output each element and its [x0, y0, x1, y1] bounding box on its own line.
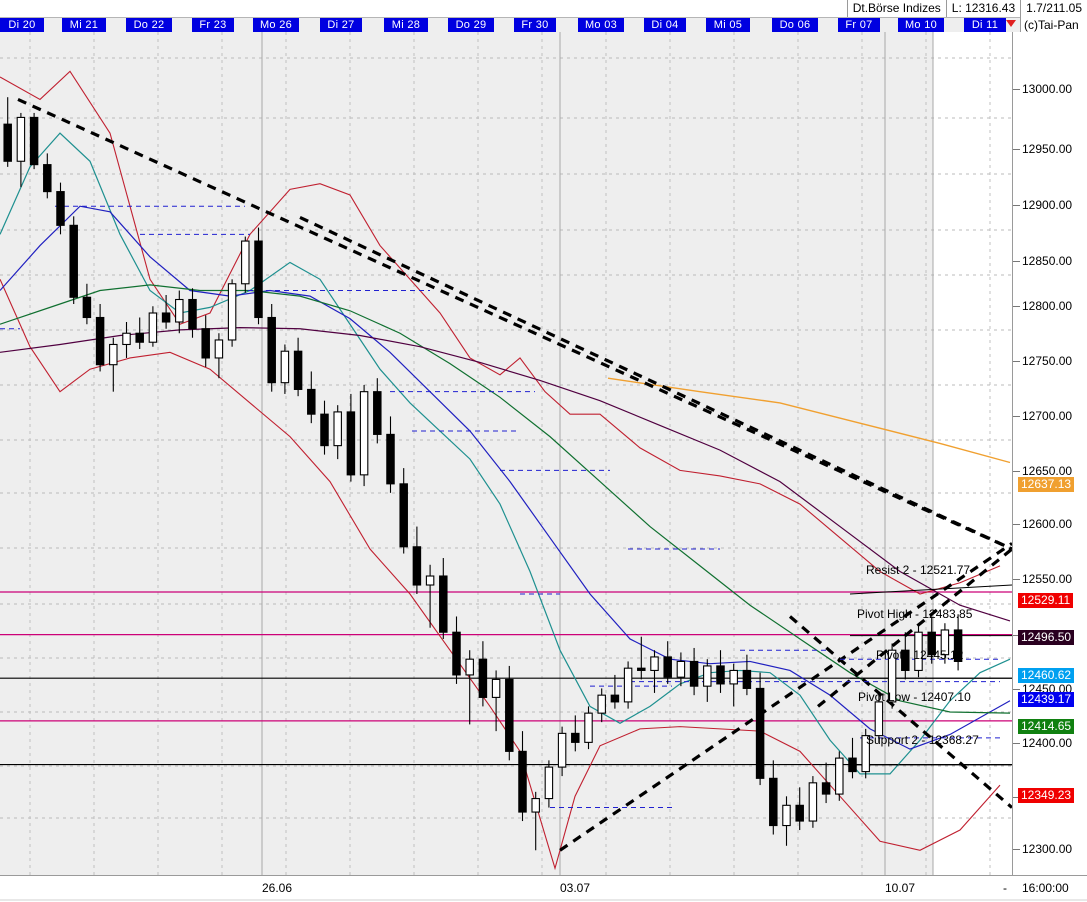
- price-tick-5: 12750.00: [1013, 354, 1072, 368]
- instrument-label: Dt.Börse Indizes: [846, 0, 946, 17]
- price-marker-5[interactable]: 12414.65: [1018, 719, 1075, 734]
- down-triangle-icon: [1006, 20, 1016, 27]
- plot-future-region: [933, 32, 1012, 875]
- date-tab-12[interactable]: Do 06: [772, 18, 818, 32]
- price-tick-4: 12800.00: [1013, 299, 1072, 313]
- date-tab-15[interactable]: Di 11: [964, 18, 1006, 32]
- date-tab-4[interactable]: Mo 26: [253, 18, 299, 32]
- date-tick-2: 10.07: [885, 881, 916, 895]
- date-tab-11[interactable]: Mi 05: [706, 18, 750, 32]
- pivot-annotation-1: Pivot High - 12483.85: [857, 607, 973, 621]
- header-bar: Dt.Börse Indizes L: 12316.43 1.7/211.05: [0, 0, 1087, 18]
- candlestick-chart: [0, 32, 1012, 875]
- price-axis[interactable]: 13000.00 12950.00 12900.00 12850.00 12800.00…: [1013, 32, 1087, 875]
- price-tick-8: 12600.00: [1013, 517, 1072, 531]
- last-price-label: L: 12316.43: [945, 0, 1020, 17]
- vendor-label: (c)Tai-Pan: [1020, 17, 1087, 33]
- axis-separator: -: [1003, 881, 1007, 895]
- price-tick-3: 12850.00: [1013, 254, 1072, 268]
- price-tick-7: 12650.00: [1013, 464, 1072, 478]
- date-tab-5[interactable]: Di 27: [320, 18, 362, 32]
- axis-foot-strip: [0, 899, 1087, 901]
- date-tab-row: Di 20 Mi 21 Do 22 Fr 23 Mo 26 Di 27 Mi 28 Do 29…: [0, 17, 1087, 33]
- price-marker-0[interactable]: 12637.13: [1018, 477, 1075, 492]
- date-tab-7[interactable]: Do 29: [448, 18, 494, 32]
- date-tab-2[interactable]: Do 22: [126, 18, 172, 32]
- ratio-label: 1.7/211.05: [1020, 0, 1087, 17]
- price-tick-1: 12950.00: [1013, 142, 1072, 156]
- chart-plot-area[interactable]: Resist 2 - 12521.77 Pivot High - 12483.85…: [0, 32, 1013, 875]
- price-marker-1[interactable]: 12529.11: [1018, 593, 1074, 608]
- price-marker-6[interactable]: 12349.23: [1018, 788, 1075, 803]
- date-tab-0[interactable]: Di 20: [0, 18, 44, 32]
- date-tab-10[interactable]: Di 04: [644, 18, 686, 32]
- price-tick-6: 12700.00: [1013, 409, 1072, 423]
- pivot-annotation-2: Pivot - 12445.12: [876, 648, 964, 662]
- date-axis[interactable]: 26.06 03.07 10.07 - 16:00:00: [0, 875, 1087, 902]
- date-tab-6[interactable]: Mi 28: [384, 18, 428, 32]
- date-tab-9[interactable]: Mo 03: [578, 18, 624, 32]
- price-tick-12: 12400.00: [1013, 736, 1072, 750]
- pivot-annotation-0: Resist 2 - 12521.77: [866, 563, 971, 577]
- price-marker-2[interactable]: 12496.50: [1018, 630, 1075, 645]
- pivot-annotation-3: Pivot Low - 12407.10: [858, 690, 971, 704]
- date-tab-1[interactable]: Mi 21: [62, 18, 106, 32]
- price-tick-9: 12550.00: [1013, 572, 1072, 586]
- date-tick-0: 26.06: [262, 881, 293, 895]
- header-info-group: Dt.Börse Indizes L: 12316.43 1.7/211.05: [846, 0, 1087, 17]
- price-tick-2: 12900.00: [1013, 198, 1072, 212]
- date-tab-14[interactable]: Mo 10: [898, 18, 944, 32]
- date-tab-13[interactable]: Fr 07: [838, 18, 880, 32]
- date-tick-1: 03.07: [560, 881, 591, 895]
- time-label: 16:00:00: [1022, 881, 1069, 895]
- price-tick-0: 13000.00: [1013, 82, 1072, 96]
- pivot-annotation-4: Support 2 - 12368.27: [866, 733, 979, 747]
- date-tab-3[interactable]: Fr 23: [192, 18, 234, 32]
- price-marker-3[interactable]: 12460.62: [1018, 668, 1075, 683]
- price-marker-4[interactable]: 12439.17: [1018, 692, 1075, 707]
- price-tick-14: 12300.00: [1013, 842, 1072, 856]
- date-tab-8[interactable]: Fr 30: [514, 18, 556, 32]
